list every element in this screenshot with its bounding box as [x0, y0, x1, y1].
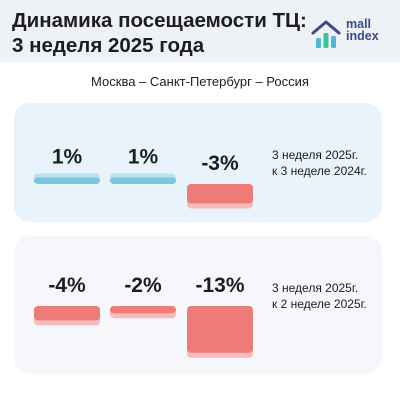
logo-line-2: index [346, 29, 379, 43]
data-label: 1% [128, 146, 159, 169]
bar-positive [34, 177, 100, 184]
page-title: Динамика посещаемости ТЦ: 3 неделя 2025 … [12, 8, 307, 58]
mall-index-logo: mall index [310, 18, 390, 52]
bar-negative [187, 184, 253, 204]
bar-negative [34, 306, 100, 321]
legend-line-1: 3 неделя 2025г. [272, 281, 359, 295]
data-label: -4% [48, 274, 86, 297]
regions-subtitle: Москва – Санкт-Петербург – Россия [91, 74, 309, 89]
data-label: -13% [195, 274, 244, 297]
data-label: -3% [201, 152, 239, 175]
legend-line-2: к 2 неделе 2025г. [272, 297, 367, 311]
header-banner: Динамика посещаемости ТЦ: 3 неделя 2025 … [0, 0, 400, 62]
logo-line-1: mall [346, 17, 372, 31]
legend-line-2: к 3 неделе 2024г. [272, 164, 367, 178]
legend-wow: 3 неделя 2025г. к 2 неделе 2025г. [272, 280, 367, 312]
bar-chart-house-icon [311, 20, 341, 48]
chart-panel-yoy: 3 неделя 2025г. к 3 неделе 2024г. [14, 103, 382, 222]
bar-negative [110, 306, 176, 314]
bar-negative [187, 306, 253, 353]
data-label: -2% [124, 274, 162, 297]
title-line-2: 3 неделя 2025 года [12, 34, 205, 57]
legend-line-1: 3 неделя 2025г. [272, 148, 359, 162]
title-line-1: Динамика посещаемости ТЦ: [12, 9, 307, 32]
logo-wordmark: mall index [346, 17, 379, 43]
bar-positive [110, 177, 176, 184]
legend-yoy: 3 неделя 2025г. к 3 неделе 2024г. [272, 147, 367, 179]
data-label: 1% [52, 146, 83, 169]
